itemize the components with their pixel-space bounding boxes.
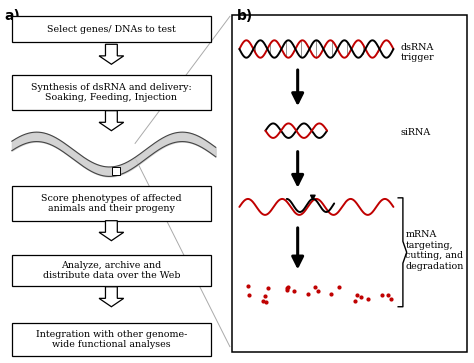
Point bbox=[244, 284, 252, 289]
Text: siRNA: siRNA bbox=[401, 128, 431, 137]
Point bbox=[261, 293, 268, 299]
Point bbox=[304, 291, 311, 297]
Polygon shape bbox=[99, 287, 124, 307]
Point bbox=[387, 296, 395, 302]
Text: Score phenotypes of affected
animals and their progeny: Score phenotypes of affected animals and… bbox=[41, 193, 182, 213]
FancyBboxPatch shape bbox=[12, 323, 211, 356]
FancyBboxPatch shape bbox=[232, 15, 467, 352]
Point bbox=[384, 293, 392, 298]
Point bbox=[262, 299, 270, 305]
Point bbox=[336, 284, 343, 290]
Polygon shape bbox=[99, 111, 124, 131]
Point bbox=[353, 292, 361, 298]
Text: Analyze, archive and
distribute data over the Web: Analyze, archive and distribute data ove… bbox=[43, 261, 180, 280]
Point bbox=[358, 294, 365, 300]
Point bbox=[311, 285, 319, 290]
FancyBboxPatch shape bbox=[12, 255, 211, 286]
Point bbox=[327, 291, 334, 297]
Text: Synthesis of dsRNA and delivery:
Soaking, Feeding, Injection: Synthesis of dsRNA and delivery: Soaking… bbox=[31, 83, 192, 102]
Text: b): b) bbox=[237, 9, 253, 23]
Polygon shape bbox=[99, 221, 124, 241]
Text: Select genes/ DNAs to test: Select genes/ DNAs to test bbox=[47, 25, 176, 33]
Text: mRNA
targeting,
cutting, and
degradation: mRNA targeting, cutting, and degradation bbox=[405, 231, 464, 270]
Point bbox=[378, 292, 385, 298]
FancyBboxPatch shape bbox=[12, 16, 211, 42]
FancyBboxPatch shape bbox=[12, 186, 211, 220]
Point bbox=[264, 285, 272, 291]
Polygon shape bbox=[99, 44, 124, 64]
Text: a): a) bbox=[5, 9, 20, 23]
Point bbox=[283, 287, 291, 293]
Point bbox=[284, 284, 292, 290]
Point bbox=[315, 289, 322, 294]
Point bbox=[365, 296, 372, 302]
Text: dsRNA
trigger: dsRNA trigger bbox=[401, 43, 434, 62]
Point bbox=[260, 298, 267, 303]
Point bbox=[245, 292, 253, 298]
Point bbox=[351, 298, 358, 303]
Text: Integration with other genome-
wide functional analyses: Integration with other genome- wide func… bbox=[36, 330, 187, 349]
Point bbox=[290, 288, 298, 294]
Bar bbox=[112, 167, 120, 175]
Point bbox=[283, 286, 291, 291]
FancyBboxPatch shape bbox=[12, 75, 211, 110]
